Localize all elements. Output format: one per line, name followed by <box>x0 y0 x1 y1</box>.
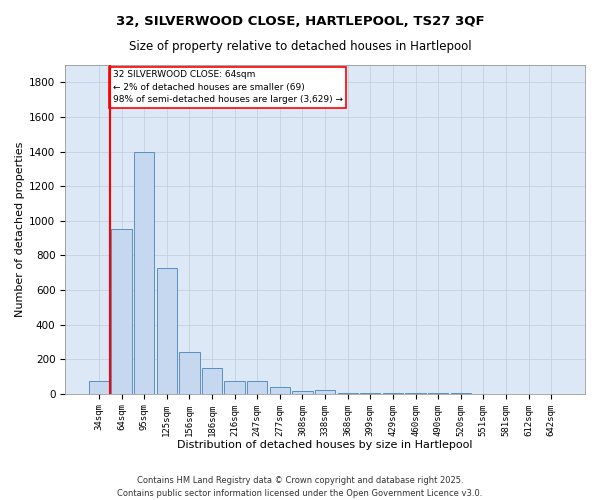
Bar <box>179 352 200 394</box>
Bar <box>247 381 268 394</box>
Text: 32 SILVERWOOD CLOSE: 64sqm
← 2% of detached houses are smaller (69)
98% of semi-: 32 SILVERWOOD CLOSE: 64sqm ← 2% of detac… <box>113 70 343 104</box>
Text: 32, SILVERWOOD CLOSE, HARTLEPOOL, TS27 3QF: 32, SILVERWOOD CLOSE, HARTLEPOOL, TS27 3… <box>116 15 484 28</box>
Text: Contains HM Land Registry data © Crown copyright and database right 2025.
Contai: Contains HM Land Registry data © Crown c… <box>118 476 482 498</box>
Bar <box>338 393 358 394</box>
Bar <box>134 152 154 394</box>
Bar <box>269 387 290 394</box>
Bar <box>112 230 132 394</box>
Text: Size of property relative to detached houses in Hartlepool: Size of property relative to detached ho… <box>128 40 472 53</box>
Bar <box>292 392 313 394</box>
Bar <box>451 393 471 394</box>
X-axis label: Distribution of detached houses by size in Hartlepool: Distribution of detached houses by size … <box>178 440 473 450</box>
Bar <box>360 393 380 394</box>
Bar <box>224 381 245 394</box>
Bar <box>428 393 448 394</box>
Bar <box>406 393 425 394</box>
Bar <box>315 390 335 394</box>
Bar <box>89 381 109 394</box>
Bar <box>383 393 403 394</box>
Bar <box>202 368 222 394</box>
Bar <box>157 268 177 394</box>
Y-axis label: Number of detached properties: Number of detached properties <box>15 142 25 317</box>
